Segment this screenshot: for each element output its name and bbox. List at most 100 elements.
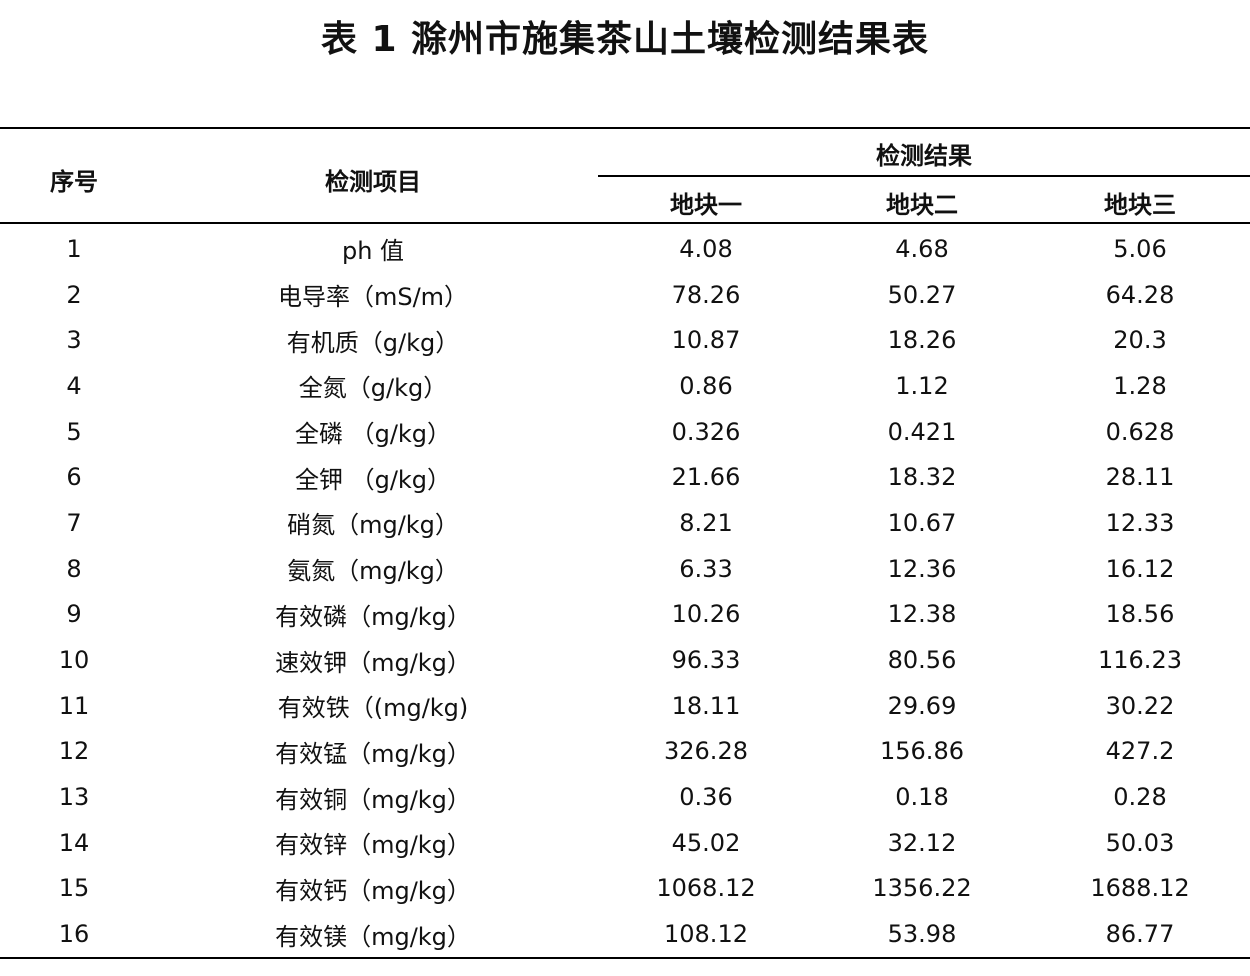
cell-plot-2: 18.32	[887, 463, 957, 492]
cell-plot-3: 1688.12	[1090, 874, 1190, 903]
header-results: 检测结果	[876, 142, 972, 170]
cell-plot-2: 32.12	[887, 828, 957, 857]
cell-item: 速效钾（mg/kg）	[275, 648, 471, 677]
table-row: 4 全氮（g/kg） 0.86 1.12 1.28	[0, 363, 1250, 409]
header-plot-2: 地块二	[886, 191, 958, 219]
cell-plot-1: 8.21	[679, 508, 733, 537]
cell-plot-1: 1068.12	[656, 874, 756, 903]
cell-plot-1: 10.87	[671, 326, 741, 355]
cell-item: 有效锰（mg/kg）	[275, 739, 471, 768]
header-index: 序号	[50, 168, 98, 196]
cell-plot-1: 0.36	[679, 783, 733, 812]
table-row: 13 有效铜（mg/kg） 0.36 0.18 0.28	[0, 774, 1250, 820]
cell-plot-3: 18.56	[1105, 600, 1175, 629]
cell-item: 全钾 （g/kg）	[294, 465, 452, 494]
table-title: 表 1 滁州市施集茶山土壤检测结果表	[320, 19, 930, 60]
cell-plot-2: 50.27	[887, 280, 957, 309]
cell-plot-2: 1.12	[895, 371, 949, 400]
table-row: 9 有效磷（mg/kg） 10.26 12.38 18.56	[0, 592, 1250, 638]
cell-item: 全氮（g/kg）	[298, 374, 448, 403]
header-rule	[0, 222, 1250, 224]
cell-item: 氨氮（mg/kg）	[287, 557, 459, 586]
cell-index: 4	[66, 371, 82, 400]
cell-item: 有效镁（mg/kg）	[275, 922, 471, 951]
cell-index: 13	[58, 783, 90, 812]
results-table: 1 ph 值 4.08 4.68 5.06 2 电导率（mS/m） 78.26 50.27 64.…	[0, 226, 1250, 957]
cell-plot-1: 6.33	[679, 554, 733, 583]
cell-plot-2: 12.38	[887, 600, 957, 629]
cell-plot-2: 0.18	[895, 783, 949, 812]
table-row: 3 有机质（g/kg） 10.87 18.26 20.3	[0, 317, 1250, 363]
cell-item: 电导率（mS/m）	[277, 283, 469, 312]
header-plot-3: 地块三	[1104, 191, 1176, 219]
cell-index: 7	[66, 508, 82, 537]
cell-item: 有效钙（mg/kg）	[275, 876, 471, 905]
cell-item: ph 值	[341, 237, 405, 266]
table-row: 1 ph 值 4.08 4.68 5.06	[0, 226, 1250, 272]
cell-plot-3: 50.03	[1105, 828, 1175, 857]
table-row: 16 有效镁（mg/kg） 108.12 53.98 86.77	[0, 911, 1250, 957]
cell-item: 全磷 （g/kg）	[294, 420, 452, 449]
cell-plot-2: 0.421	[887, 417, 957, 446]
cell-plot-1: 108.12	[664, 920, 748, 949]
cell-plot-2: 18.26	[887, 326, 957, 355]
cell-plot-2: 80.56	[887, 646, 957, 675]
table-row: 7 硝氮（mg/kg） 8.21 10.67 12.33	[0, 500, 1250, 546]
cell-plot-3: 16.12	[1105, 554, 1175, 583]
cell-plot-1: 0.326	[671, 417, 741, 446]
cell-plot-3: 427.2	[1105, 737, 1175, 766]
table-row: 10 速效钾（mg/kg） 96.33 80.56 116.23	[0, 637, 1250, 683]
cell-item: 硝氮（mg/kg）	[287, 511, 459, 540]
cell-item: 有效铜（mg/kg）	[275, 785, 471, 814]
cell-item: 有效磷（mg/kg）	[275, 602, 471, 631]
cell-index: 15	[58, 874, 90, 903]
table-row: 5 全磷 （g/kg） 0.326 0.421 0.628	[0, 409, 1250, 455]
cell-index: 1	[66, 234, 82, 263]
cell-plot-3: 28.11	[1105, 463, 1175, 492]
cell-plot-3: 1.28	[1113, 371, 1167, 400]
cell-index: 8	[66, 554, 82, 583]
cell-plot-3: 0.628	[1105, 417, 1175, 446]
cell-plot-3: 20.3	[1113, 326, 1167, 355]
header-plot-1: 地块一	[670, 191, 742, 219]
cell-plot-2: 53.98	[887, 920, 957, 949]
cell-index: 2	[66, 280, 82, 309]
cell-plot-1: 45.02	[671, 828, 741, 857]
cell-index: 14	[58, 828, 90, 857]
cell-plot-1: 96.33	[671, 646, 741, 675]
cell-plot-1: 78.26	[671, 280, 741, 309]
cell-plot-1: 326.28	[664, 737, 748, 766]
table-row: 11 有效铁（(mg/kg) 18.11 29.69 30.22	[0, 683, 1250, 729]
table-row: 8 氨氮（mg/kg） 6.33 12.36 16.12	[0, 546, 1250, 592]
cell-plot-1: 21.66	[671, 463, 741, 492]
cell-plot-2: 156.86	[880, 737, 964, 766]
cell-index: 3	[66, 326, 82, 355]
table-row: 15 有效钙（mg/kg） 1068.12 1356.22 1688.12	[0, 866, 1250, 912]
cell-item: 有效铁（(mg/kg)	[277, 694, 469, 723]
cell-item: 有效锌（mg/kg）	[275, 831, 471, 860]
cell-plot-1: 18.11	[671, 691, 741, 720]
cell-plot-3: 116.23	[1098, 646, 1182, 675]
cell-index: 6	[66, 463, 82, 492]
bottom-rule	[0, 957, 1250, 959]
cell-plot-3: 5.06	[1113, 234, 1167, 263]
table-row: 12 有效锰（mg/kg） 326.28 156.86 427.2	[0, 729, 1250, 775]
top-rule	[0, 127, 1250, 129]
cell-plot-3: 0.28	[1113, 783, 1167, 812]
cell-plot-2: 29.69	[887, 691, 957, 720]
cell-index: 5	[66, 417, 82, 446]
table-row: 6 全钾 （g/kg） 21.66 18.32 28.11	[0, 454, 1250, 500]
group-rule	[598, 175, 1250, 177]
cell-index: 9	[66, 600, 82, 629]
table-row: 2 电导率（mS/m） 78.26 50.27 64.28	[0, 272, 1250, 318]
header-item: 检测项目	[325, 168, 421, 196]
cell-plot-3: 86.77	[1105, 920, 1175, 949]
cell-plot-3: 12.33	[1105, 508, 1175, 537]
cell-plot-3: 30.22	[1105, 691, 1175, 720]
cell-plot-3: 64.28	[1105, 280, 1175, 309]
cell-item: 有机质（g/kg）	[286, 328, 460, 357]
cell-index: 11	[58, 691, 90, 720]
cell-plot-2: 1356.22	[872, 874, 972, 903]
cell-plot-2: 10.67	[887, 508, 957, 537]
cell-plot-2: 4.68	[895, 234, 949, 263]
